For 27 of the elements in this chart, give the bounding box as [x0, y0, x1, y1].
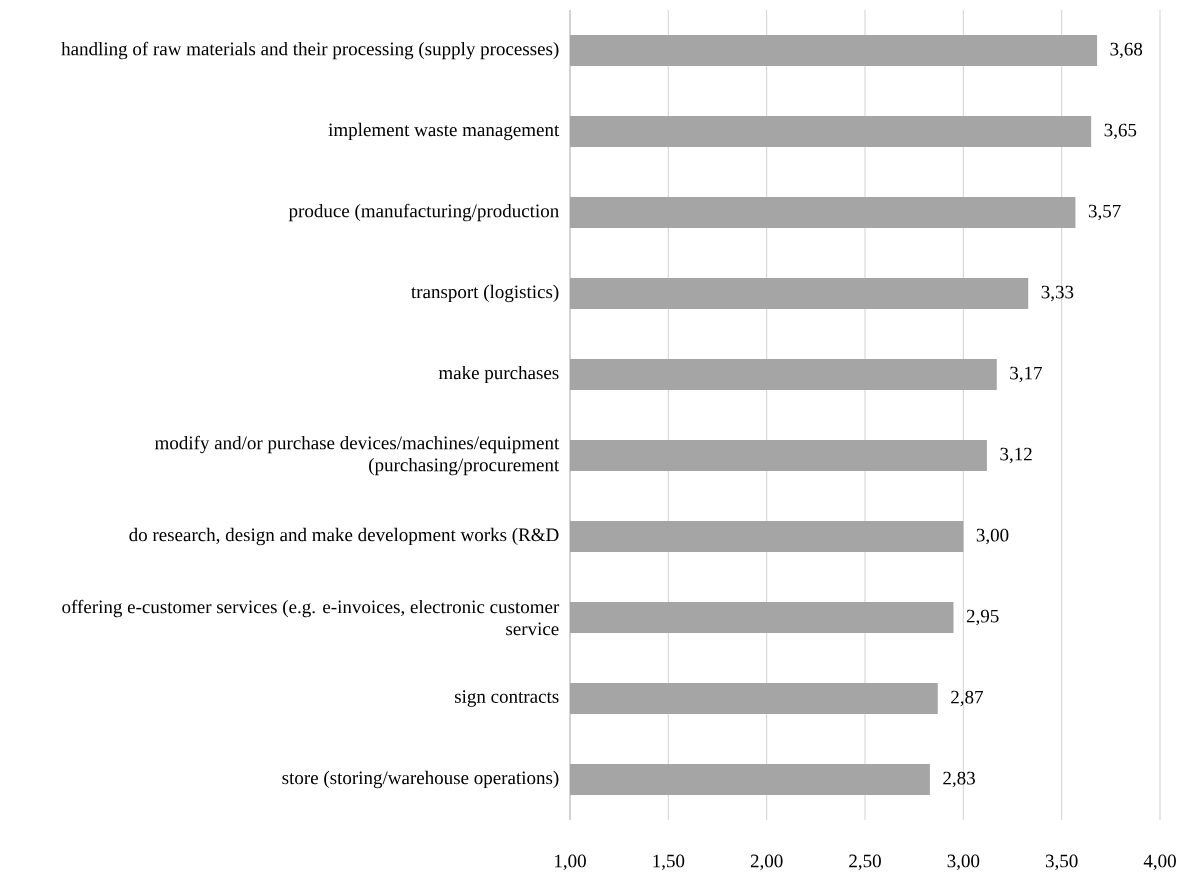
y-tick-label: store (storing/warehouse operations): [282, 770, 559, 789]
x-tick-label: 3,00: [947, 854, 980, 871]
data-label: 3,12: [1000, 447, 1032, 464]
data-label: 3,65: [1104, 123, 1137, 140]
data-label: 3,17: [1010, 366, 1043, 383]
data-label: 3,57: [1088, 204, 1121, 221]
data-label: 2,83: [943, 771, 975, 788]
y-tick-label: modify and/or purchase devices/machines/equipment (purchasing/procurement: [154, 435, 560, 476]
data-label: 3,33: [1041, 285, 1074, 302]
data-label: 3,68: [1110, 42, 1143, 59]
data-label: 2,95: [966, 609, 999, 626]
y-tick-label: handling of raw materials and their processing (supply processes): [61, 41, 559, 60]
x-tick-label: 1,00: [555, 854, 586, 871]
y-tick-label: do research, design and make development works (R&D: [129, 527, 559, 546]
y-tick-label: sign contracts: [454, 690, 559, 707]
x-tick-label: 2,00: [750, 854, 783, 871]
y-tick-label: produce (manufacturing/production: [288, 203, 559, 222]
x-tick-label: 3,50: [1045, 854, 1078, 871]
y-tick-label: offering e-customer services (e.g. e-invoices, electronic customer service: [62, 599, 560, 636]
x-tick-label: 2,50: [849, 854, 881, 871]
x-tick-label: 1,50: [653, 854, 685, 871]
y-tick-label: implement waste management: [328, 122, 560, 141]
y-tick-label: make purchases: [438, 365, 559, 384]
y-tick-label: transport (logistics): [411, 284, 559, 303]
data-label: 3,00: [976, 528, 1009, 545]
x-tick-label: 4,00: [1143, 854, 1176, 871]
data-label: 2,87: [951, 690, 983, 707]
